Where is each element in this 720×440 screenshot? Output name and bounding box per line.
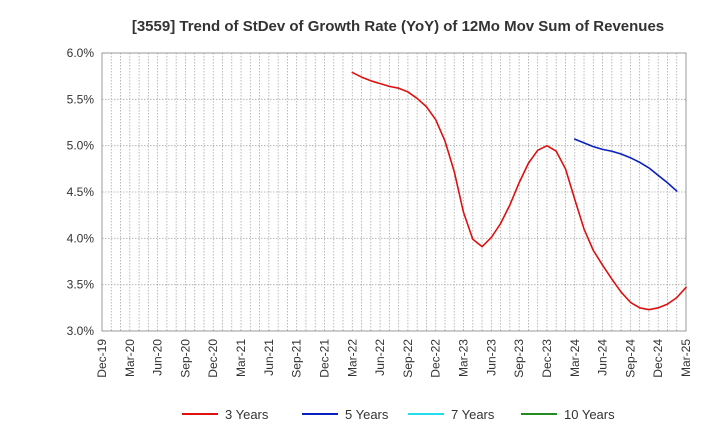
legend-label: 5 Years xyxy=(345,407,389,422)
x-tick-label: Mar-24 xyxy=(568,339,582,377)
x-tick-label: Sep-21 xyxy=(290,339,304,378)
x-tick-label: Mar-25 xyxy=(679,339,693,377)
x-tick-label: Mar-22 xyxy=(345,339,359,377)
x-tick-label: Mar-23 xyxy=(457,339,471,377)
x-tick-label: Sep-23 xyxy=(512,339,526,378)
x-tick-label: Jun-22 xyxy=(373,339,387,376)
x-tick-label: Jun-21 xyxy=(262,339,276,376)
legend-label: 7 Years xyxy=(451,407,495,422)
legend-label: 10 Years xyxy=(564,407,615,422)
x-tick-label: Jun-23 xyxy=(484,339,498,376)
x-tick-label: Dec-22 xyxy=(429,339,443,378)
x-tick-label: Mar-21 xyxy=(234,339,248,377)
chart-title: [3559] Trend of StDev of Growth Rate (Yo… xyxy=(132,18,664,35)
x-tick-label: Dec-19 xyxy=(95,339,109,378)
legend: 3 Years 5 Years 7 Years 10 Years xyxy=(182,407,615,422)
y-tick-label: 6.0% xyxy=(67,46,95,60)
x-tick-label: Mar-20 xyxy=(123,339,137,377)
x-tick-label: Sep-24 xyxy=(623,339,637,378)
x-tick-label: Jun-20 xyxy=(151,339,165,376)
y-tick-label: 4.0% xyxy=(67,231,95,245)
x-tick-label: Dec-21 xyxy=(317,339,331,378)
x-tick-label: Jun-24 xyxy=(596,339,610,376)
y-axis-ticks: 3.0% 3.5% 4.0% 4.5% 5.0% 5.5% 6.0% xyxy=(67,46,95,338)
x-tick-label: Sep-20 xyxy=(178,339,192,378)
x-tick-label: Dec-20 xyxy=(206,339,220,378)
y-tick-label: 3.5% xyxy=(67,278,95,292)
y-tick-label: 5.5% xyxy=(67,92,95,106)
series-line-3-years xyxy=(351,71,687,311)
x-tick-label: Sep-22 xyxy=(401,339,415,378)
series-lines xyxy=(351,71,687,311)
y-tick-label: 4.5% xyxy=(67,185,95,199)
legend-label: 3 Years xyxy=(225,407,269,422)
x-tick-label: Dec-23 xyxy=(540,339,554,378)
x-axis-ticks: Dec-19 Mar-20 Jun-20 Sep-20 Dec-20 Mar-21 Jun-… xyxy=(95,339,693,378)
y-tick-label: 5.0% xyxy=(67,139,95,153)
y-tick-label: 3.0% xyxy=(67,324,95,338)
plot-area xyxy=(101,52,687,332)
x-tick-label: Dec-24 xyxy=(651,339,665,378)
series-line-5-years xyxy=(573,138,678,192)
grid xyxy=(102,53,686,331)
